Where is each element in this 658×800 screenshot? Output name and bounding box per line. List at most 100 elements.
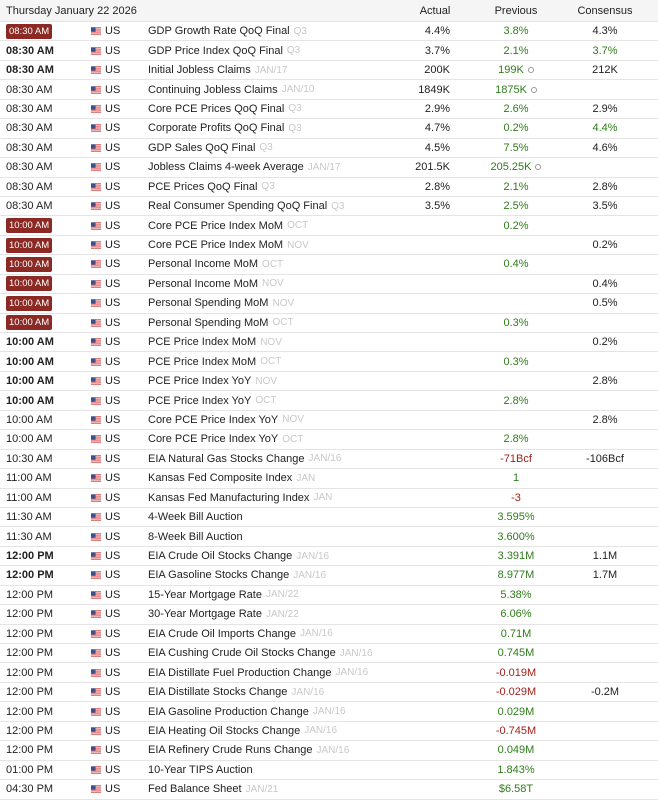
event-row[interactable]: 12:00 PM US EIA Gasoline Stocks Change JAN/… xyxy=(0,566,658,586)
event-name[interactable]: 4-Week Bill Auction xyxy=(148,511,243,524)
event-row[interactable]: 12:00 PM US EIA Heating Oil Stocks Change J… xyxy=(0,722,658,742)
event-row[interactable]: 12:00 PM US EIA Refinery Crude Runs Change… xyxy=(0,741,658,761)
flag-icon xyxy=(91,489,101,507)
previous-value: 2.1% xyxy=(503,180,529,193)
event-row[interactable]: 12:00 PM US 15-Year Mortgage Rate JAN/22 5.3… xyxy=(0,586,658,606)
event-row[interactable]: 08:30 AM US GDP Price Index QoQ Final Q3 3.7… xyxy=(0,41,658,61)
event-name[interactable]: Core PCE Price Index YoY xyxy=(148,433,279,446)
event-name[interactable]: 15-Year Mortgage Rate xyxy=(148,588,262,601)
event-name[interactable]: 10-Year TIPS Auction xyxy=(148,763,253,776)
event-row[interactable]: 10:00 AM US Core PCE Price Index MoM OCT 0.2… xyxy=(0,216,658,236)
event-cell: EIA Crude Oil Stocks Change JAN/16 xyxy=(148,547,329,565)
event-name[interactable]: EIA Distillate Stocks Change xyxy=(148,686,288,699)
event-row[interactable]: 10:00 AM US Personal Income MoM NOV 0.4% xyxy=(0,275,658,295)
event-row[interactable]: 04:30 PM US Fed Balance Sheet JAN/21 $6.58T xyxy=(0,780,658,800)
event-name[interactable]: EIA Refinery Crude Runs Change xyxy=(148,744,313,757)
country: US xyxy=(105,200,121,213)
event-name[interactable]: Kansas Fed Manufacturing Index xyxy=(148,491,310,504)
event-row[interactable]: 12:00 PM US EIA Crude Oil Imports Change JA… xyxy=(0,625,658,644)
event-name[interactable]: 30-Year Mortgage Rate xyxy=(148,608,262,621)
event-row[interactable]: 10:30 AM US EIA Natural Gas Stocks Change J… xyxy=(0,450,658,470)
event-row[interactable]: 08:30 AM US Real Consumer Spending QoQ Fin… xyxy=(0,197,658,217)
consensus-heading: Consensus xyxy=(577,4,633,17)
event-name[interactable]: Core PCE Price Index YoY xyxy=(148,413,279,426)
event-name[interactable]: 8-Week Bill Auction xyxy=(148,530,243,543)
event-row[interactable]: 12:00 PM US EIA Distillate Fuel Production… xyxy=(0,663,658,683)
event-row[interactable]: 08:30 AM US GDP Growth Rate QoQ Final Q3 4.4… xyxy=(0,22,658,42)
event-name[interactable]: Core PCE Price Index MoM xyxy=(148,239,284,252)
time-cell: 08:30 AM xyxy=(6,119,80,137)
event-name[interactable]: PCE Price Index YoY xyxy=(148,394,252,407)
event-row[interactable]: 10:00 AM US PCE Price Index YoY NOV 2.8% xyxy=(0,372,658,392)
event-name[interactable]: GDP Sales QoQ Final xyxy=(148,141,256,154)
event-row[interactable]: 11:00 AM US Kansas Fed Manufacturing Index… xyxy=(0,489,658,508)
event-name[interactable]: Personal Spending MoM xyxy=(148,297,269,310)
event-row[interactable]: 12:00 PM US EIA Crude Oil Stocks Change JAN… xyxy=(0,547,658,567)
event-name[interactable]: EIA Gasoline Production Change xyxy=(148,705,309,718)
consensus-cell: -0.2M xyxy=(560,683,650,701)
event-name[interactable]: GDP Price Index QoQ Final xyxy=(148,44,283,57)
previous-value: 6.06% xyxy=(500,608,532,621)
consensus-cell: 3.7% xyxy=(560,41,650,59)
event-name[interactable]: Personal Income MoM xyxy=(148,277,259,290)
event-name[interactable]: EIA Heating Oil Stocks Change xyxy=(148,724,301,737)
event-row[interactable]: 11:00 AM US Kansas Fed Composite Index JAN 1 xyxy=(0,469,658,489)
event-name[interactable]: EIA Cushing Crude Oil Stocks Change xyxy=(148,647,336,660)
previous-cell: 0.029M xyxy=(470,702,562,720)
event-name[interactable]: Core PCE Prices QoQ Final xyxy=(148,102,285,115)
event-time: 08:30 AM xyxy=(6,141,53,154)
event-name[interactable]: GDP Growth Rate QoQ Final xyxy=(148,25,290,38)
event-row[interactable]: 10:00 AM US Personal Spending MoM OCT 0.3% xyxy=(0,314,658,333)
event-name[interactable]: Real Consumer Spending QoQ Final xyxy=(148,200,328,213)
event-row[interactable]: 12:00 PM US EIA Distillate Stocks Change JA… xyxy=(0,683,658,703)
event-row[interactable]: 12:00 PM US EIA Cushing Crude Oil Stocks C… xyxy=(0,644,658,664)
event-row[interactable]: 10:00 AM US Core PCE Price Index YoY NOV 2.8… xyxy=(0,411,658,431)
event-row[interactable]: 11:30 AM US 8-Week Bill Auction 3.600% xyxy=(0,527,658,547)
event-row[interactable]: 08:30 AM US Core PCE Prices QoQ Final Q3 2.9… xyxy=(0,100,658,120)
event-row[interactable]: 08:30 AM US Initial Jobless Claims JAN/17 20… xyxy=(0,61,658,81)
event-name[interactable]: EIA Crude Oil Stocks Change xyxy=(148,550,293,563)
event-name[interactable]: Personal Income MoM xyxy=(148,258,259,271)
event-name[interactable]: PCE Price Index MoM xyxy=(148,355,257,368)
time-cell: 12:00 PM xyxy=(6,644,80,662)
event-row[interactable]: 10:00 AM US Personal Income MoM OCT 0.4% xyxy=(0,255,658,275)
event-row[interactable]: 10:00 AM US PCE Price Index YoY OCT 2.8% xyxy=(0,391,658,411)
event-name[interactable]: Personal Spending MoM xyxy=(148,316,269,329)
event-row[interactable]: 08:30 AM US Continuing Jobless Claims JAN/1… xyxy=(0,80,658,100)
event-name[interactable]: PCE Price Index MoM xyxy=(148,336,257,349)
event-row[interactable]: 08:30 AM US Jobless Claims 4-week Average J… xyxy=(0,158,658,178)
event-name[interactable]: Core PCE Price Index MoM xyxy=(148,219,284,232)
event-name[interactable]: EIA Distillate Fuel Production Change xyxy=(148,666,332,679)
previous-cell: 1.843% xyxy=(470,761,562,779)
event-row[interactable]: 10:00 AM US Core PCE Price Index YoY OCT 2.8… xyxy=(0,430,658,450)
event-name[interactable]: Jobless Claims 4-week Average xyxy=(148,161,304,174)
event-row[interactable]: 10:00 AM US PCE Price Index MoM NOV 0.2% xyxy=(0,333,658,353)
event-row[interactable]: 12:00 PM US 30-Year Mortgage Rate JAN/22 6.0… xyxy=(0,605,658,625)
event-row[interactable]: 10:00 AM US Personal Spending MoM NOV 0.5% xyxy=(0,294,658,314)
flag-icon xyxy=(91,275,101,293)
actual-value: 4.7% xyxy=(424,122,450,135)
previous-value: 2.1% xyxy=(503,44,529,57)
event-row[interactable]: 11:30 AM US 4-Week Bill Auction 3.595% xyxy=(0,508,658,528)
event-name[interactable]: Corporate Profits QoQ Final xyxy=(148,122,285,135)
event-name[interactable]: Fed Balance Sheet xyxy=(148,783,242,796)
event-name[interactable]: PCE Prices QoQ Final xyxy=(148,180,258,193)
event-name[interactable]: PCE Price Index YoY xyxy=(148,375,252,388)
event-name[interactable]: EIA Gasoline Stocks Change xyxy=(148,569,290,582)
event-name[interactable]: EIA Natural Gas Stocks Change xyxy=(148,452,305,465)
event-row[interactable]: 08:30 AM US GDP Sales QoQ Final Q3 4.5% 7.5% 4… xyxy=(0,139,658,159)
event-row[interactable]: 10:00 AM US Core PCE Price Index MoM NOV 0.2… xyxy=(0,236,658,256)
event-row[interactable]: 08:30 AM US PCE Prices QoQ Final Q3 2.8% 2.1%… xyxy=(0,178,658,197)
event-row[interactable]: 10:00 AM US PCE Price Index MoM OCT 0.3% xyxy=(0,352,658,372)
event-name[interactable]: Initial Jobless Claims xyxy=(148,64,251,77)
previous-cell: 205.25K xyxy=(470,158,562,176)
event-row[interactable]: 08:30 AM US Corporate Profits QoQ Final Q3 4… xyxy=(0,119,658,139)
event-name[interactable]: EIA Crude Oil Imports Change xyxy=(148,627,296,640)
event-name[interactable]: Continuing Jobless Claims xyxy=(148,83,278,96)
event-row[interactable]: 01:00 PM US 10-Year TIPS Auction 1.843% xyxy=(0,761,658,781)
event-name[interactable]: Kansas Fed Composite Index xyxy=(148,472,293,485)
flag-icon xyxy=(91,780,101,798)
event-row[interactable]: 12:00 PM US EIA Gasoline Production Change… xyxy=(0,702,658,722)
event-time: 10:00 AM xyxy=(6,295,53,311)
consensus-cell: 2.8% xyxy=(560,372,650,390)
